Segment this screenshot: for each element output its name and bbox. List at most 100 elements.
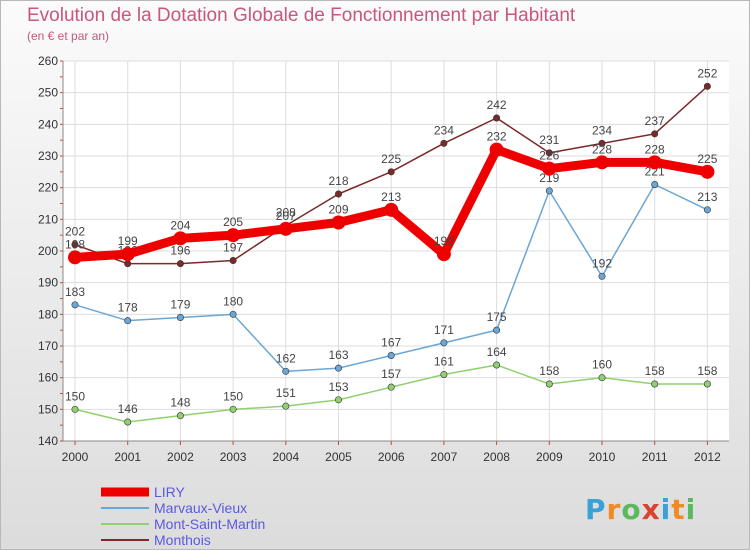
data-point (440, 370, 448, 378)
data-label: 175 (487, 310, 507, 324)
data-label: 199 (434, 234, 454, 248)
y-tick-label: 210 (38, 212, 58, 226)
data-point (651, 181, 659, 189)
legend-label-monthois: Monthois (154, 532, 211, 548)
data-point (176, 412, 184, 420)
y-tick-label: 240 (38, 117, 58, 131)
logo-letter: o (621, 493, 642, 526)
data-point (282, 402, 290, 410)
data-point (545, 187, 553, 195)
y-tick-label: 180 (38, 307, 58, 321)
x-tick-label: 2005 (325, 450, 352, 464)
data-point (647, 155, 662, 170)
legend-label-marvaux-vieux: Marvaux-Vieux (154, 500, 247, 516)
logo-letter: i (685, 493, 697, 526)
data-label: 161 (434, 355, 454, 369)
legend-label-liry: LIRY (154, 484, 186, 500)
data-point (278, 221, 293, 236)
data-point (71, 241, 79, 249)
data-point (331, 215, 346, 230)
data-label: 151 (276, 386, 296, 400)
data-label: 209 (328, 203, 348, 217)
data-point (651, 130, 659, 138)
y-tick-label: 160 (38, 371, 58, 385)
data-point (334, 190, 342, 198)
chart-subtitle: (en € et par an) (27, 29, 110, 43)
data-point (387, 351, 395, 359)
data-label: 199 (118, 234, 138, 248)
data-point (436, 247, 451, 262)
data-label: 226 (539, 149, 559, 163)
data-point (120, 247, 135, 262)
data-point (493, 361, 501, 369)
data-label: 153 (328, 380, 348, 394)
data-point (598, 139, 606, 147)
data-label: 158 (645, 364, 665, 378)
x-tick-label: 2004 (272, 450, 299, 464)
logo-letter: P (585, 493, 607, 526)
data-label: 192 (592, 256, 612, 270)
x-tick-label: 2007 (431, 450, 458, 464)
y-tick-label: 230 (38, 149, 58, 163)
x-tick-label: 2006 (378, 450, 405, 464)
data-point (176, 260, 184, 268)
y-tick-label: 260 (38, 54, 58, 68)
data-point (229, 256, 237, 264)
data-point (173, 231, 188, 246)
data-label: 228 (645, 142, 665, 156)
logo-letter: x (641, 493, 661, 526)
data-label: 237 (645, 114, 665, 128)
data-point (493, 114, 501, 122)
data-label: 225 (697, 152, 717, 166)
x-tick-label: 2003 (220, 450, 247, 464)
data-point (124, 260, 132, 268)
data-point (595, 155, 609, 170)
data-point (703, 82, 711, 90)
data-point (282, 367, 290, 375)
data-point (229, 310, 237, 318)
data-label: 196 (170, 244, 190, 258)
data-label: 234 (592, 123, 612, 137)
data-label: 163 (328, 348, 348, 362)
data-point (700, 164, 715, 179)
data-label: 164 (487, 345, 507, 359)
data-label: 234 (434, 123, 454, 137)
data-point (334, 364, 342, 372)
y-tick-label: 190 (38, 276, 58, 290)
data-label: 171 (434, 323, 454, 337)
proxiti-logo: Proxiti (585, 493, 696, 526)
data-label: 219 (539, 171, 559, 185)
legend: LIRYMarvaux-VieuxMont-Saint-MartinMontho… (101, 484, 265, 548)
data-point (440, 339, 448, 347)
data-point (598, 374, 606, 382)
data-point (229, 405, 237, 413)
data-point (226, 228, 241, 243)
data-label: 167 (381, 336, 401, 350)
series-marvaux-vieux: 183 178 179 180 162 163 167 171 175 219 192 221 213 (65, 165, 718, 375)
data-label: 242 (487, 98, 507, 112)
series-liry: 198 199 204 205 207 209 213 199 232 226 228 228 225 (65, 130, 718, 265)
data-point (124, 317, 132, 325)
data-label: 198 (65, 237, 85, 251)
data-label: 221 (645, 165, 665, 179)
data-label: 180 (223, 294, 243, 308)
data-point (598, 272, 606, 280)
x-tick-label: 2011 (642, 450, 668, 464)
data-label: 213 (381, 190, 401, 204)
data-label: 202 (65, 225, 85, 239)
data-label: 150 (223, 389, 243, 403)
series-mont-saint-martin: 150 146 148 150 151 153 157 161 164 158 160 158 158 (65, 345, 718, 426)
data-point (545, 380, 553, 388)
data-point (703, 206, 711, 214)
data-label: 160 (592, 358, 612, 372)
data-label: 183 (65, 285, 85, 299)
data-point (124, 418, 132, 426)
x-tick-label: 2012 (694, 450, 721, 464)
x-tick-label: 2010 (589, 450, 616, 464)
data-point (387, 168, 395, 176)
data-label: 228 (592, 142, 612, 156)
data-point (493, 326, 501, 334)
data-label: 208 (276, 206, 296, 220)
data-label: 207 (276, 209, 296, 223)
